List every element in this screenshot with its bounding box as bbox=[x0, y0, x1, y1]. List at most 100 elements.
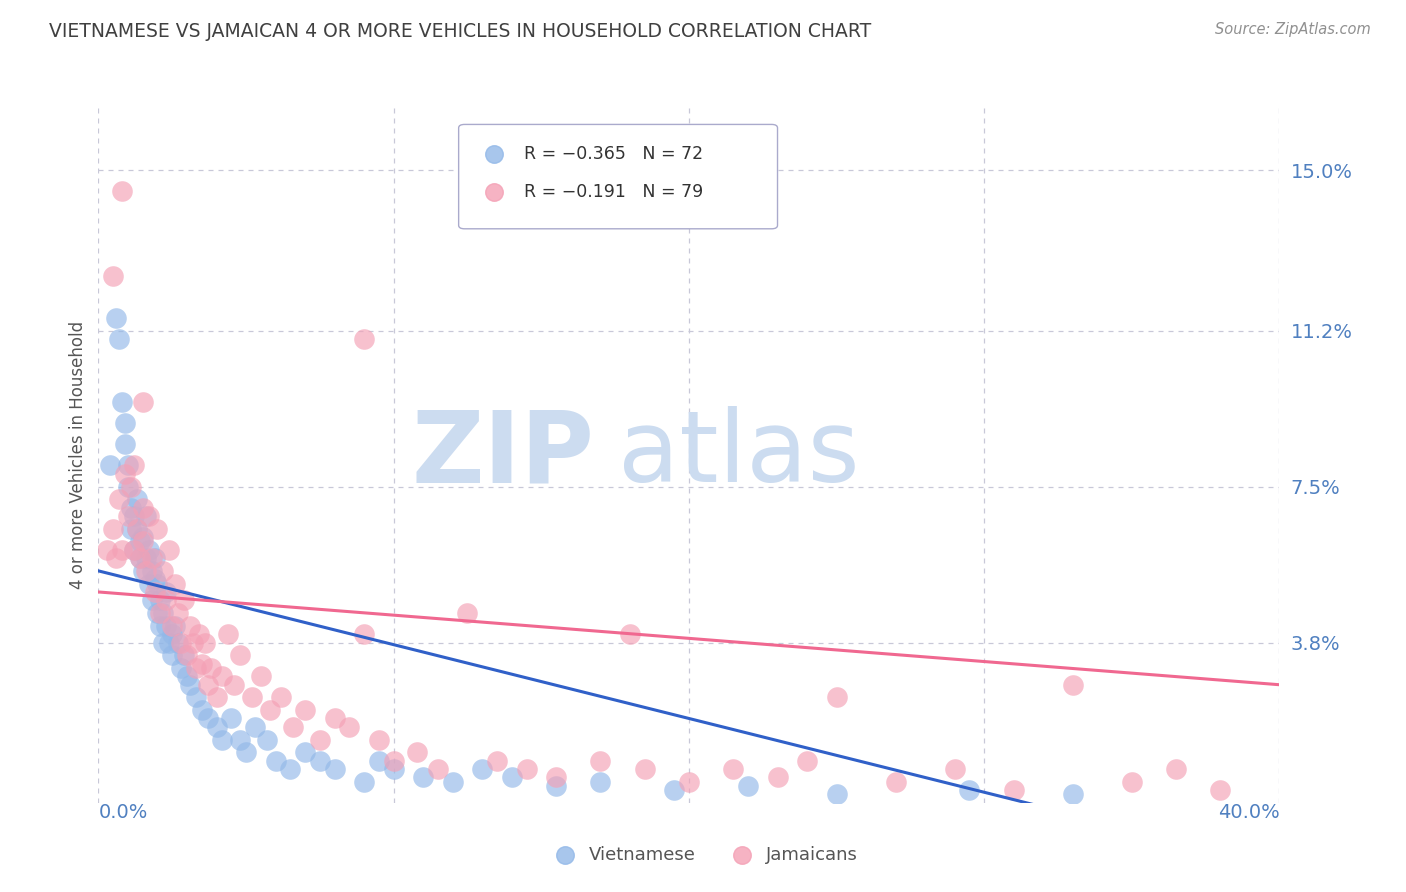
Point bbox=[173, 648, 195, 663]
Point bbox=[132, 534, 155, 549]
Point bbox=[678, 774, 700, 789]
Text: ZIP: ZIP bbox=[412, 407, 595, 503]
Point bbox=[1062, 788, 1084, 802]
Point bbox=[243, 720, 266, 734]
Point bbox=[111, 185, 134, 199]
Point bbox=[294, 703, 316, 717]
Point bbox=[323, 762, 346, 776]
Point bbox=[737, 779, 759, 793]
Point bbox=[128, 534, 150, 549]
Point bbox=[170, 661, 193, 675]
Point bbox=[165, 618, 187, 632]
Point bbox=[546, 771, 568, 785]
Point bbox=[146, 576, 169, 591]
Point bbox=[825, 788, 848, 802]
Point bbox=[122, 542, 145, 557]
Point bbox=[200, 661, 222, 675]
Point bbox=[1164, 762, 1187, 776]
Point bbox=[194, 635, 217, 649]
Point bbox=[382, 754, 405, 768]
Point bbox=[959, 783, 981, 797]
Point bbox=[1121, 774, 1143, 789]
Point bbox=[187, 627, 209, 641]
Point bbox=[143, 551, 166, 566]
Point bbox=[184, 690, 207, 705]
Point bbox=[162, 627, 183, 641]
Point bbox=[157, 542, 180, 557]
Point bbox=[181, 635, 204, 649]
Point bbox=[664, 783, 686, 797]
Text: R = −0.365   N = 72: R = −0.365 N = 72 bbox=[523, 145, 703, 163]
Point bbox=[283, 720, 305, 734]
FancyBboxPatch shape bbox=[458, 124, 778, 229]
Point bbox=[250, 669, 273, 683]
Text: Vietnamese: Vietnamese bbox=[589, 846, 696, 864]
Point bbox=[589, 774, 612, 789]
Point bbox=[152, 635, 174, 649]
Point bbox=[165, 576, 187, 591]
Point bbox=[162, 648, 183, 663]
Point bbox=[309, 754, 332, 768]
Point bbox=[114, 437, 136, 451]
Point bbox=[157, 635, 180, 649]
Point bbox=[141, 551, 163, 566]
Point bbox=[179, 678, 201, 692]
Point bbox=[125, 522, 148, 536]
Point bbox=[486, 754, 509, 768]
Point bbox=[138, 542, 160, 557]
Point bbox=[264, 754, 287, 768]
Point bbox=[294, 745, 316, 759]
Point bbox=[184, 661, 207, 675]
Point bbox=[152, 606, 174, 620]
Text: 0.0%: 0.0% bbox=[98, 803, 148, 822]
Point bbox=[117, 479, 139, 493]
Point bbox=[1209, 783, 1232, 797]
Point bbox=[441, 774, 464, 789]
Point bbox=[353, 627, 375, 641]
Point bbox=[589, 754, 612, 768]
Point bbox=[270, 690, 292, 705]
Point bbox=[224, 678, 246, 692]
Point bbox=[205, 690, 228, 705]
Point bbox=[132, 530, 155, 544]
Point bbox=[353, 774, 375, 789]
Point bbox=[132, 564, 155, 578]
Point bbox=[217, 627, 239, 641]
Point bbox=[515, 762, 537, 776]
Point bbox=[141, 564, 163, 578]
Point bbox=[146, 522, 169, 536]
Point bbox=[633, 762, 655, 776]
Point bbox=[191, 657, 214, 671]
Point bbox=[105, 310, 128, 325]
Point bbox=[259, 703, 281, 717]
Point bbox=[229, 732, 252, 747]
Point bbox=[211, 669, 233, 683]
Point bbox=[120, 500, 142, 515]
Point bbox=[103, 268, 125, 283]
Point bbox=[546, 779, 568, 793]
Point bbox=[114, 467, 136, 481]
Point bbox=[120, 522, 142, 536]
Point bbox=[1002, 783, 1025, 797]
Point bbox=[229, 648, 252, 663]
Point bbox=[111, 542, 134, 557]
Point bbox=[456, 606, 478, 620]
Point bbox=[197, 678, 219, 692]
Point bbox=[167, 635, 190, 649]
Point bbox=[138, 576, 160, 591]
Point bbox=[155, 593, 177, 607]
Point bbox=[143, 585, 166, 599]
Point bbox=[122, 509, 145, 524]
Point bbox=[501, 771, 523, 785]
Point bbox=[152, 564, 174, 578]
Point bbox=[471, 762, 494, 776]
Point bbox=[135, 509, 157, 524]
Point bbox=[427, 762, 450, 776]
Point bbox=[143, 572, 166, 586]
Point bbox=[117, 458, 139, 473]
Point bbox=[125, 492, 148, 507]
Point bbox=[619, 627, 641, 641]
Text: 40.0%: 40.0% bbox=[1218, 803, 1279, 822]
Point bbox=[108, 492, 131, 507]
Point bbox=[138, 509, 160, 524]
